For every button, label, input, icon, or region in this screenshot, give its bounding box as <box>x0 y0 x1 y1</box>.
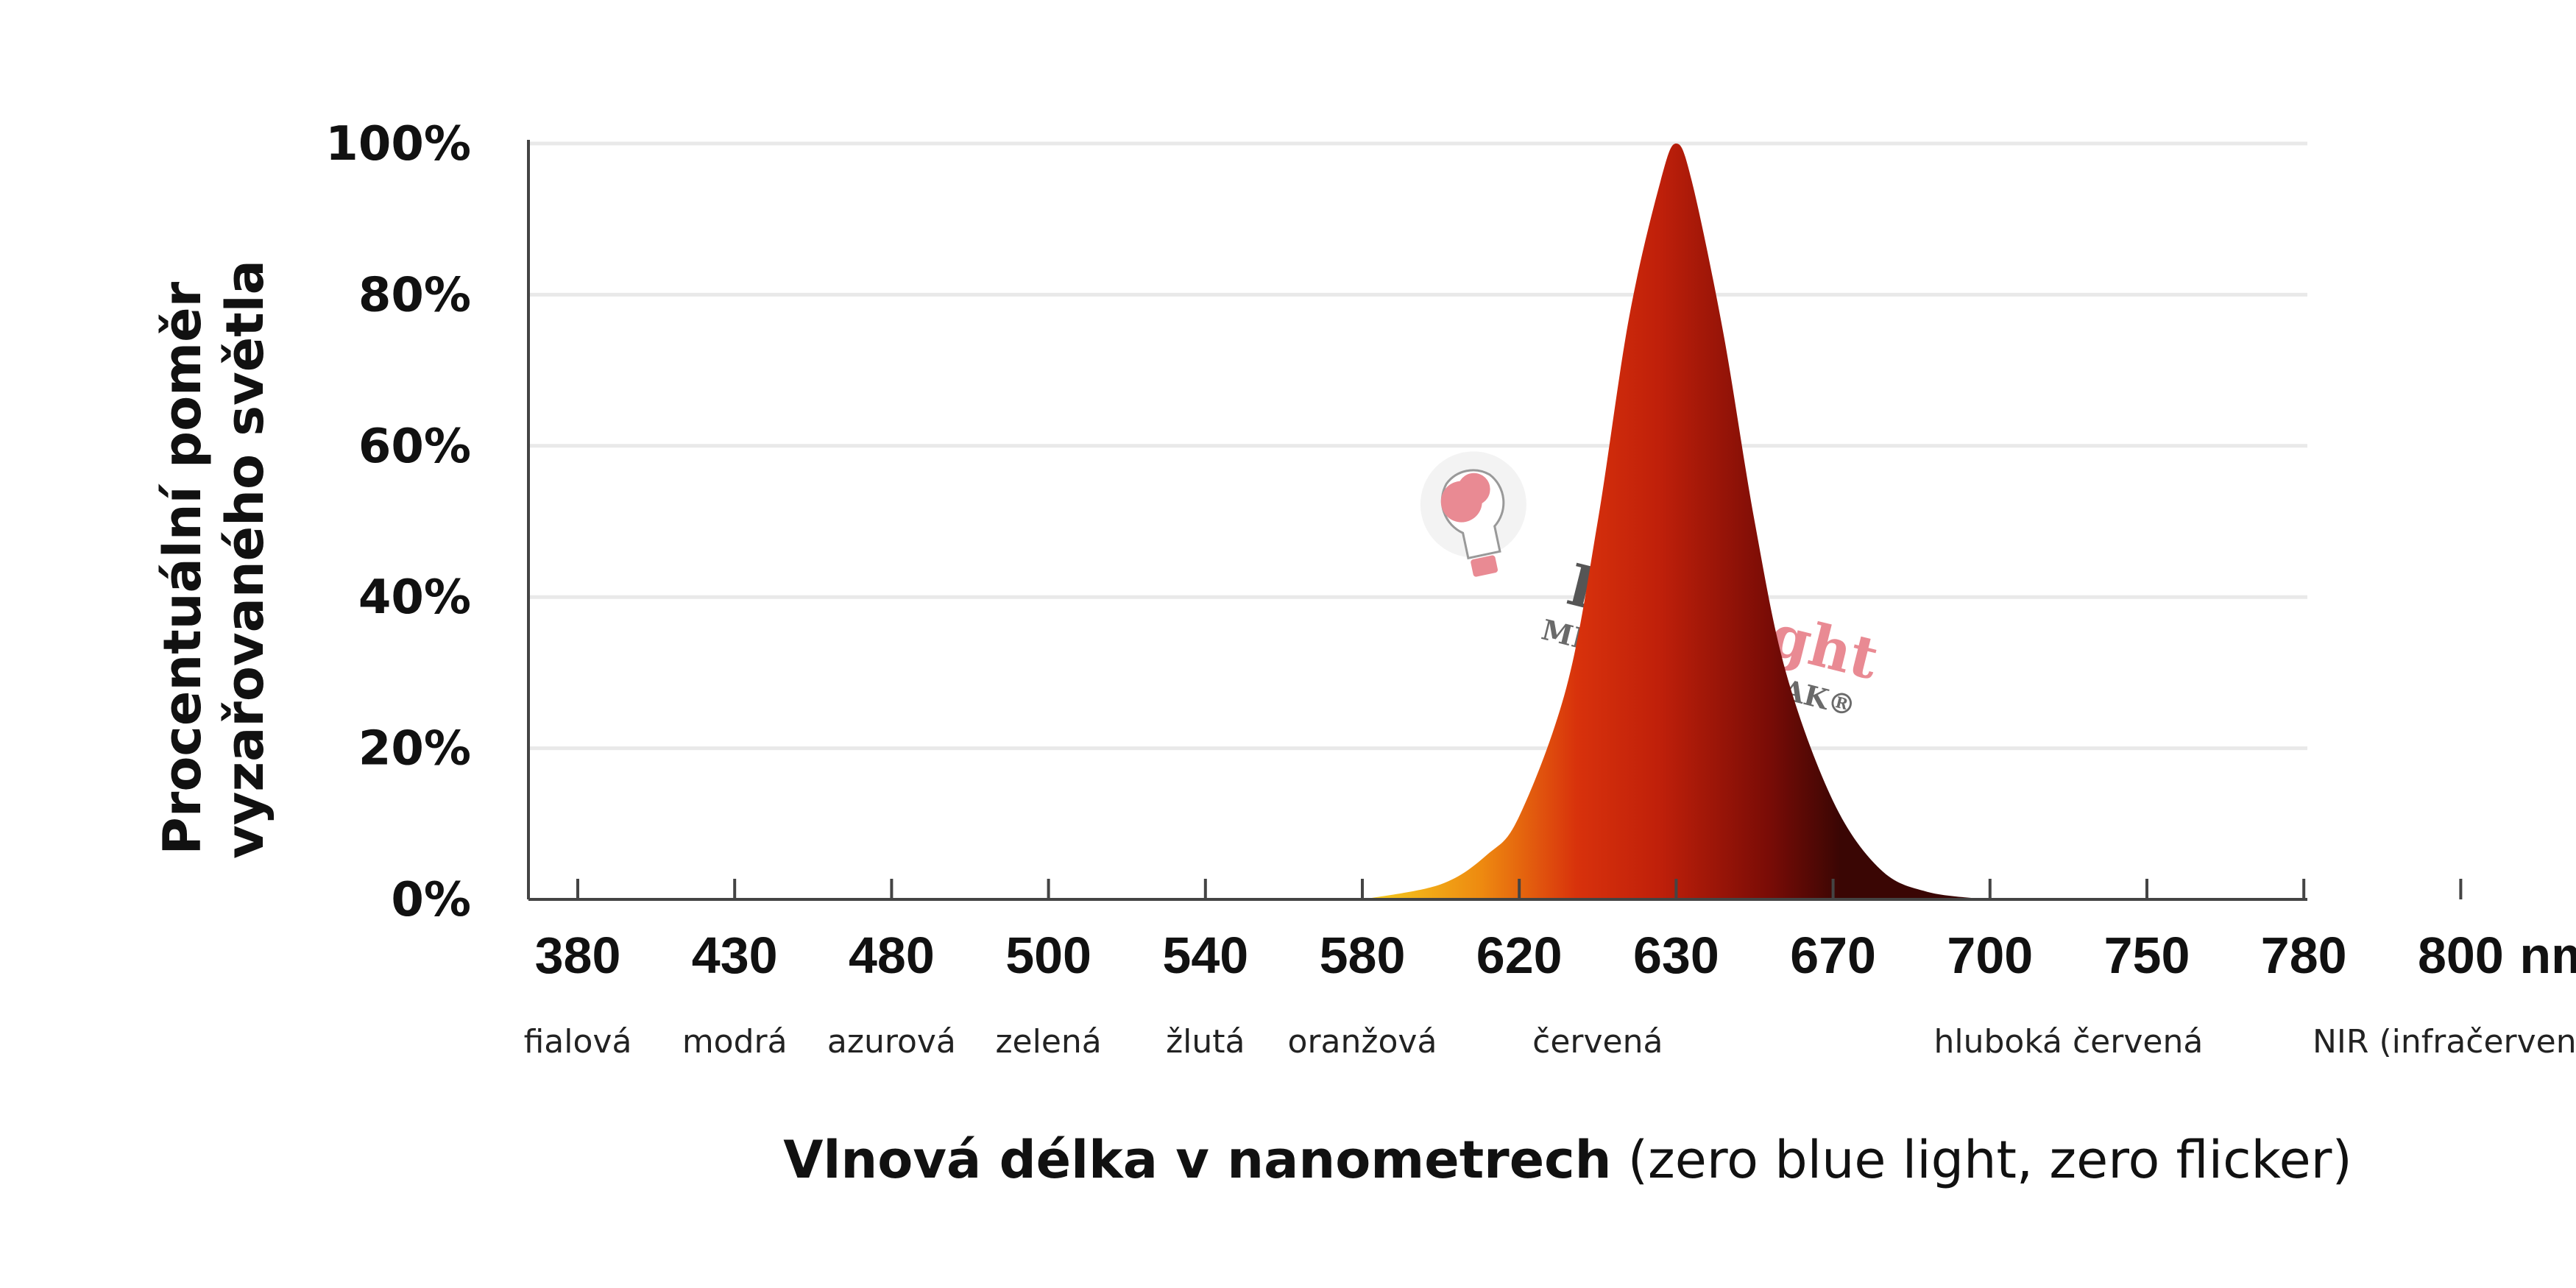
x-axis-label: Vlnová délka v nanometrech (zero blue li… <box>783 1130 2352 1190</box>
brain-bulb-icon <box>1420 451 1526 577</box>
color-band-label: hluboká červená <box>1933 1023 2203 1061</box>
x-tick-label: 480 <box>849 927 935 984</box>
y-tick-labels: 0% 20% 40% 60% 80% 100% <box>325 117 471 927</box>
x-tick-label: 630 <box>1633 927 1719 984</box>
grid-lines <box>528 141 2307 751</box>
color-band-label: NIR (infračervená) <box>2313 1023 2576 1061</box>
y-tick-label: 100% <box>325 117 471 171</box>
x-tick-label: 430 <box>692 927 778 984</box>
x-tick-label: 540 <box>1162 927 1248 984</box>
color-band-label: fialová <box>524 1023 632 1061</box>
y-axis-label-line-1: Procentuální poměr <box>152 281 213 854</box>
x-tick-label: 750 <box>2104 927 2190 984</box>
x-axis-label-rest: (zero blue light, zero flicker) <box>1612 1130 2352 1190</box>
color-band-labels: fialová modrá azurová zelená žlutá oranžová če… <box>524 1023 2576 1061</box>
color-band-label: oranžová <box>1288 1023 1437 1061</box>
x-tick-label: 500 <box>1005 927 1091 984</box>
spectrum-curve <box>1362 144 1990 899</box>
y-tick-label: 0% <box>391 873 471 927</box>
y-tick-label: 40% <box>358 570 471 625</box>
x-axis-label-bold: Vlnová délka v nanometrech <box>783 1130 1611 1190</box>
y-tick-label: 80% <box>358 268 471 322</box>
y-tick-label: 60% <box>358 420 471 474</box>
color-band-label: azurová <box>827 1023 956 1061</box>
x-tick-label: 800 <box>2418 927 2504 984</box>
color-band-label: modrá <box>682 1023 788 1061</box>
x-tick-label: 780 <box>2261 927 2347 984</box>
color-band-label: zelená <box>995 1023 1101 1061</box>
x-tick-label: 380 <box>535 927 621 984</box>
x-tick-label: 670 <box>1790 927 1876 984</box>
axes <box>527 140 2307 901</box>
y-tick-label: 20% <box>358 722 471 776</box>
y-axis-label: Procentuální poměr vyzařovaného světla <box>152 260 275 859</box>
color-band-label: žlutá <box>1166 1023 1245 1061</box>
x-tick-label: 700 <box>1947 927 2033 984</box>
x-unit-label: nm <box>2519 927 2576 984</box>
y-axis-label-line-2: vyzařovaného světla <box>215 260 275 859</box>
x-ticks: 380 430 480 500 540 580 620 630 670 700 750 780 800 n… <box>535 879 2576 984</box>
x-tick-label: 580 <box>1320 927 1406 984</box>
color-band-label: červená <box>1532 1023 1663 1061</box>
x-tick-label: 620 <box>1476 927 1563 984</box>
